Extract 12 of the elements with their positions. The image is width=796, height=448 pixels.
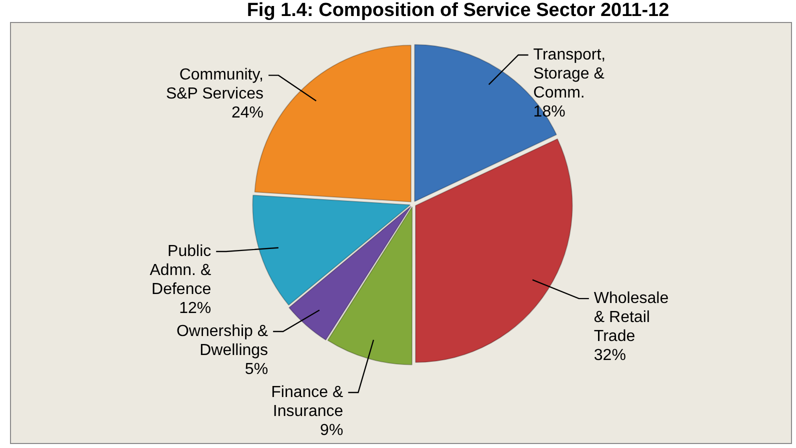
slice-label: Ownership & Dwellings (176, 322, 268, 359)
data-label: 5% (244, 360, 268, 378)
slice-label: Public Admn. & Defence (150, 242, 212, 298)
slice-label: Finance & Insurance (271, 384, 344, 420)
data-label: 9% (320, 422, 344, 439)
slice-label: Transport, Storage & Comm. (533, 46, 606, 102)
data-label: 24% (231, 104, 264, 122)
slice-label: Community, S&P Services (166, 66, 264, 103)
chart-title: Fig 1.4: Composition of Service Sector 2011-12 (246, 0, 670, 22)
slice-label: Wholesale & Retail Trade (594, 290, 669, 345)
data-label: 12% (179, 300, 212, 317)
data-label: 32% (594, 346, 626, 364)
